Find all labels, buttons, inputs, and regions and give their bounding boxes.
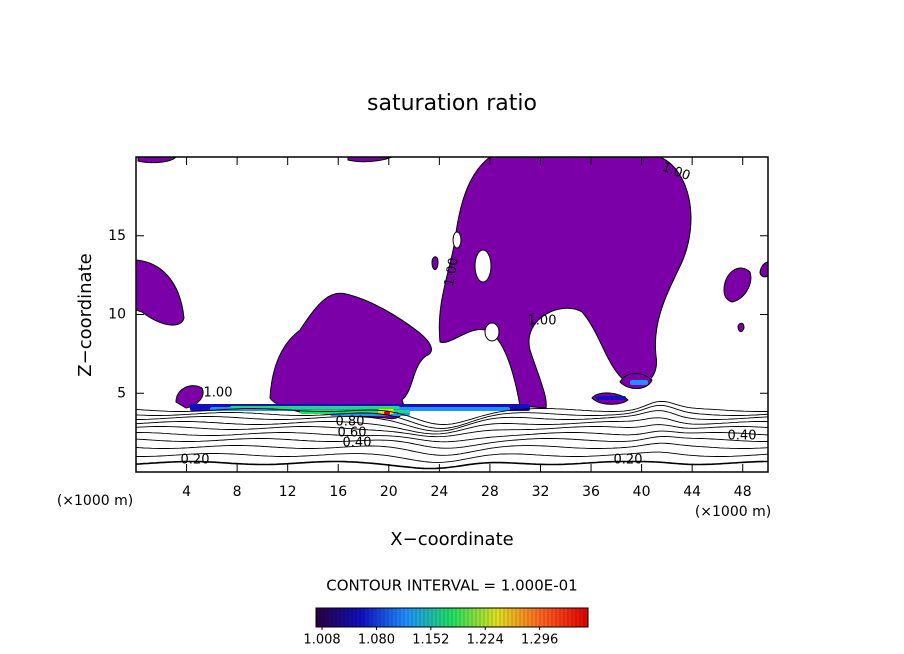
saturated-region <box>431 256 439 270</box>
contour-label: 1.00 <box>528 314 557 329</box>
contour-line <box>135 404 769 429</box>
y-tick-label: 10 <box>108 307 126 323</box>
saturated-region <box>737 322 745 333</box>
x-tick-label: 32 <box>532 484 550 500</box>
contour-label: 0.20 <box>181 453 210 468</box>
x-tick-label: 48 <box>734 484 752 500</box>
colorbar-tick-label: 1.224 <box>467 633 504 648</box>
x-axis-label: X−coordinate <box>390 529 513 550</box>
colorbar-tick-label: 1.296 <box>521 633 558 648</box>
contour-line <box>136 451 769 463</box>
colorbar-tick-label: 1.080 <box>358 633 395 648</box>
contour-label: 0.40 <box>343 436 372 451</box>
supersaturation-patch <box>230 406 400 409</box>
contour-line <box>135 436 768 449</box>
saturated-region <box>269 292 432 420</box>
region-hole <box>452 231 462 249</box>
x-tick-label: 24 <box>430 484 448 500</box>
contour-label: 0.40 <box>728 429 757 444</box>
contour-label: 1.00 <box>442 256 462 287</box>
contour-line <box>135 460 768 470</box>
contour-line <box>135 417 769 435</box>
saturated-region <box>438 156 692 409</box>
y-tick-label: 5 <box>117 385 126 401</box>
colorbar-tick-label: 1.008 <box>303 633 340 648</box>
contour-interval: CONTOUR INTERVAL = 1.000E-01 <box>326 577 577 595</box>
supersaturation-patch <box>596 396 626 400</box>
contour-line <box>136 430 769 443</box>
contour-label: 1.00 <box>204 386 233 401</box>
contour-line <box>135 424 769 438</box>
x-tick-label: 36 <box>582 484 600 500</box>
colorbar-tick-label: 1.152 <box>412 633 449 648</box>
supersaturation-patch <box>384 411 390 415</box>
x-tick-label: 12 <box>279 484 297 500</box>
x-tick-label: 20 <box>380 484 398 500</box>
contour-label: 0.80 <box>336 415 365 430</box>
x-tick-label: 40 <box>633 484 651 500</box>
x-tick-label: 44 <box>683 484 701 500</box>
contour-lines <box>135 400 769 470</box>
x-unit-label: (×1000 m) <box>695 504 771 520</box>
contour-label: 0.20 <box>614 453 643 468</box>
saturated-region <box>723 267 752 303</box>
x-tick-label: 8 <box>233 484 242 500</box>
y-tick-label: 15 <box>108 228 126 244</box>
supersaturation-patch <box>630 380 648 385</box>
saturated-regions <box>135 156 769 420</box>
chart-title: saturation ratio <box>367 91 537 116</box>
x-tick-label: 4 <box>182 484 191 500</box>
contour-line <box>135 442 769 456</box>
saturated-region <box>135 259 185 326</box>
y-axis-label: Z−coordinate <box>75 253 96 376</box>
contour-label: 0.60 <box>338 426 367 441</box>
contour-line <box>135 400 769 425</box>
x-unit-label: (×1000 m) <box>57 493 133 509</box>
region-hole <box>474 249 492 283</box>
x-tick-label: 28 <box>481 484 499 500</box>
region-hole <box>484 322 500 342</box>
x-tick-label: 16 <box>329 484 347 500</box>
contour-line <box>136 410 769 432</box>
